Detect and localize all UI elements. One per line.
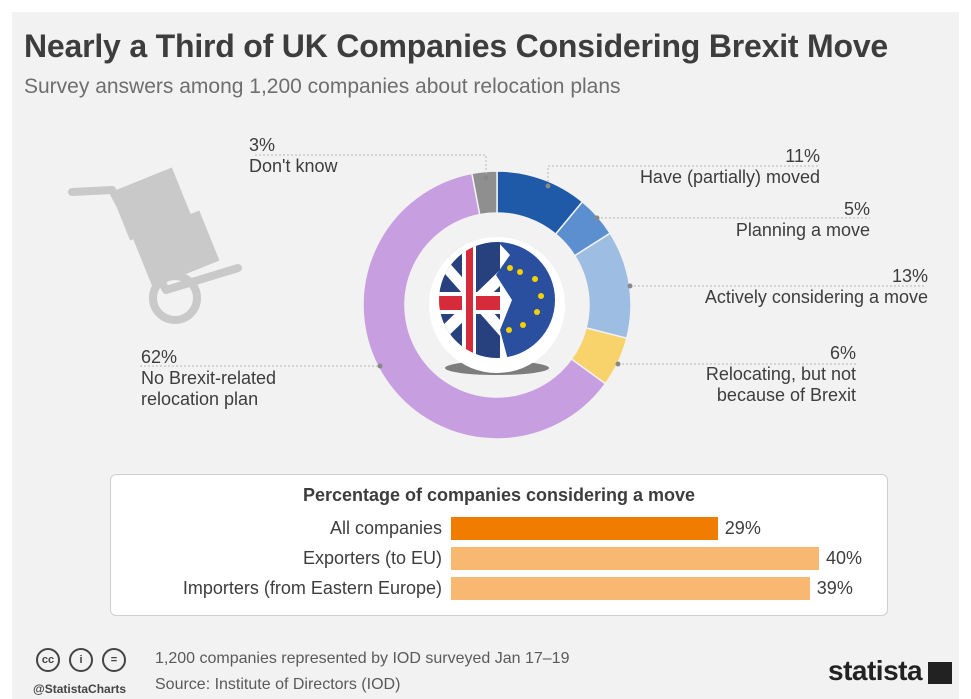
- label-moved: 11% Have (partially) moved: [600, 146, 820, 188]
- label-moved-pct: 11%: [785, 146, 820, 166]
- statista-logo-icon[interactable]: [928, 662, 952, 684]
- bar-all-companies: [451, 517, 718, 540]
- label-dont-know-text: Don't know: [249, 156, 338, 176]
- hand-truck-icon: [68, 167, 242, 324]
- label-relocating-text1: Relocating, but not: [705, 364, 856, 384]
- bar-row: Importers (from Eastern Europe) 39%: [111, 577, 887, 601]
- label-relocating-pct: 6%: [829, 343, 856, 363]
- label-relocating: 6% Relocating, but not because of Brexit: [640, 343, 856, 406]
- label-moved-text: Have (partially) moved: [639, 167, 820, 187]
- brexit-flag-icon: [429, 237, 565, 375]
- bar-row: All companies 29%: [111, 517, 887, 541]
- bar-category-label: Importers (from Eastern Europe): [182, 578, 442, 598]
- bar-row: Exporters (to EU) 40%: [111, 547, 887, 571]
- bar-category-label: Exporters (to EU): [302, 548, 442, 568]
- chart-title: Nearly a Third of UK Companies Consideri…: [24, 28, 889, 64]
- bar-value-label: 29%: [724, 518, 761, 538]
- cc-license-icon: cc: [36, 648, 60, 672]
- label-none-text2: relocation plan: [141, 389, 259, 409]
- bar-panel-title: Percentage of companies considering a mo…: [302, 485, 696, 505]
- label-dont-know-pct: 3%: [249, 135, 276, 155]
- donut-slices: [362, 170, 632, 440]
- bar-importers: [451, 577, 810, 600]
- bar-exporters: [451, 547, 819, 570]
- bar-value-label: 40%: [826, 548, 863, 568]
- label-dont-know: 3% Don't know: [249, 135, 337, 177]
- bar-value-label: 39%: [816, 578, 853, 598]
- leader-dots: [377, 175, 633, 369]
- footer-source: Source: Institute of Directors (IOD): [155, 676, 401, 693]
- label-none-pct: 62%: [141, 347, 178, 367]
- no-derivatives-icon: =: [102, 648, 126, 672]
- label-none: 62% No Brexit-related relocation plan: [141, 347, 276, 410]
- statista-handle: @StatistaCharts: [33, 682, 127, 696]
- bar-panel: Percentage of companies considering a mo…: [110, 474, 888, 616]
- label-planning-text: Planning a move: [735, 220, 870, 240]
- label-planning: 5% Planning a move: [650, 199, 870, 241]
- chart-subtitle: Survey answers among 1,200 companies abo…: [24, 75, 621, 98]
- leader-lines: [140, 154, 925, 367]
- label-considering: 13% Actively considering a move: [640, 266, 928, 308]
- label-considering-text: Actively considering a move: [704, 287, 928, 307]
- label-planning-pct: 5%: [843, 199, 870, 219]
- footer-note: 1,200 companies represented by IOD surve…: [155, 650, 570, 667]
- attribution-icon: i: [69, 648, 93, 672]
- label-none-text1: No Brexit-related: [141, 368, 277, 388]
- label-relocating-text2: because of Brexit: [716, 385, 856, 405]
- bar-category-label: All companies: [329, 518, 442, 538]
- statista-logo[interactable]: statista: [828, 655, 923, 686]
- label-considering-pct: 13%: [891, 266, 928, 286]
